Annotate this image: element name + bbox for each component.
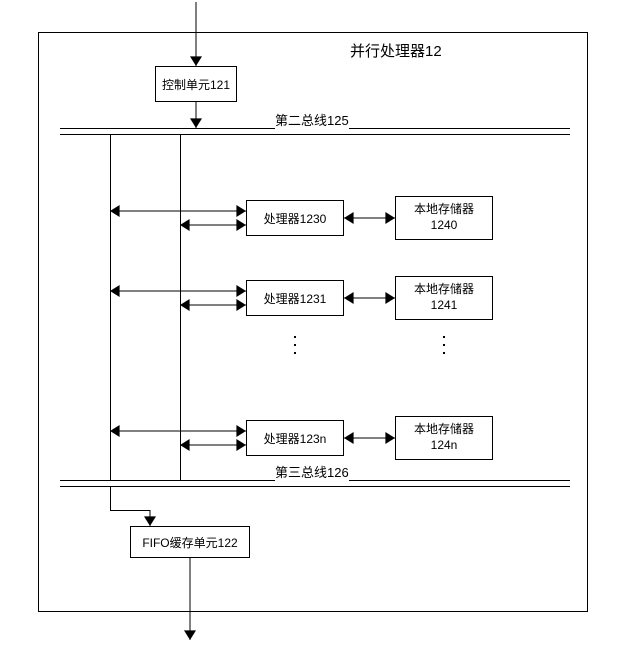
edge-col2-proc-1 [173,298,253,312]
processor-box-1: 处理器1231 [246,280,344,316]
processor-label-1: 处理器1231 [264,290,327,307]
dots-proc [294,336,296,354]
memory-label1-0: 本地存储器 [414,202,474,216]
bus2-label: 第二总线125 [275,110,349,129]
memory-label2-n: 124n [431,438,458,452]
edge-proc-mem-0 [337,211,402,225]
memory-label2-0: 1240 [431,218,458,232]
memory-label1-1: 本地存储器 [414,282,474,296]
edge-proc-mem-1 [337,291,402,305]
edge-proc-mem-n [337,431,402,445]
edge-bus3-down [110,486,111,510]
edge-col1-proc-1 [103,284,253,298]
edge-col1-proc-n [103,424,253,438]
edge-col2-proc-0 [173,218,253,232]
processor-box-n: 处理器123n [246,420,344,456]
processor-label-0: 处理器1230 [264,210,327,227]
bus2-line-bottom [60,134,570,135]
dots-mem [443,336,445,354]
edge-input-to-control [189,0,203,73]
fifo-label: FIFO缓存单元122 [142,534,237,551]
memory-label2-1: 1241 [431,298,458,312]
edge-col1-proc-0 [103,204,253,218]
diagram-title: 并行处理器12 [350,40,442,61]
processor-label-n: 处理器123n [264,430,327,447]
bus3-line-bottom [60,486,570,487]
memory-box-1: 本地存储器 1241 [395,276,493,320]
memory-box-n: 本地存储器 124n [395,416,493,460]
bus3-label: 第三总线126 [275,462,349,481]
control-unit-label: 控制单元121 [162,76,230,93]
edge-fifo-output [183,551,197,647]
edge-control-to-bus2 [189,95,203,135]
edge-col2-proc-n [173,438,253,452]
processor-box-0: 处理器1230 [246,200,344,236]
memory-box-0: 本地存储器 1240 [395,196,493,240]
memory-label1-n: 本地存储器 [414,422,474,436]
